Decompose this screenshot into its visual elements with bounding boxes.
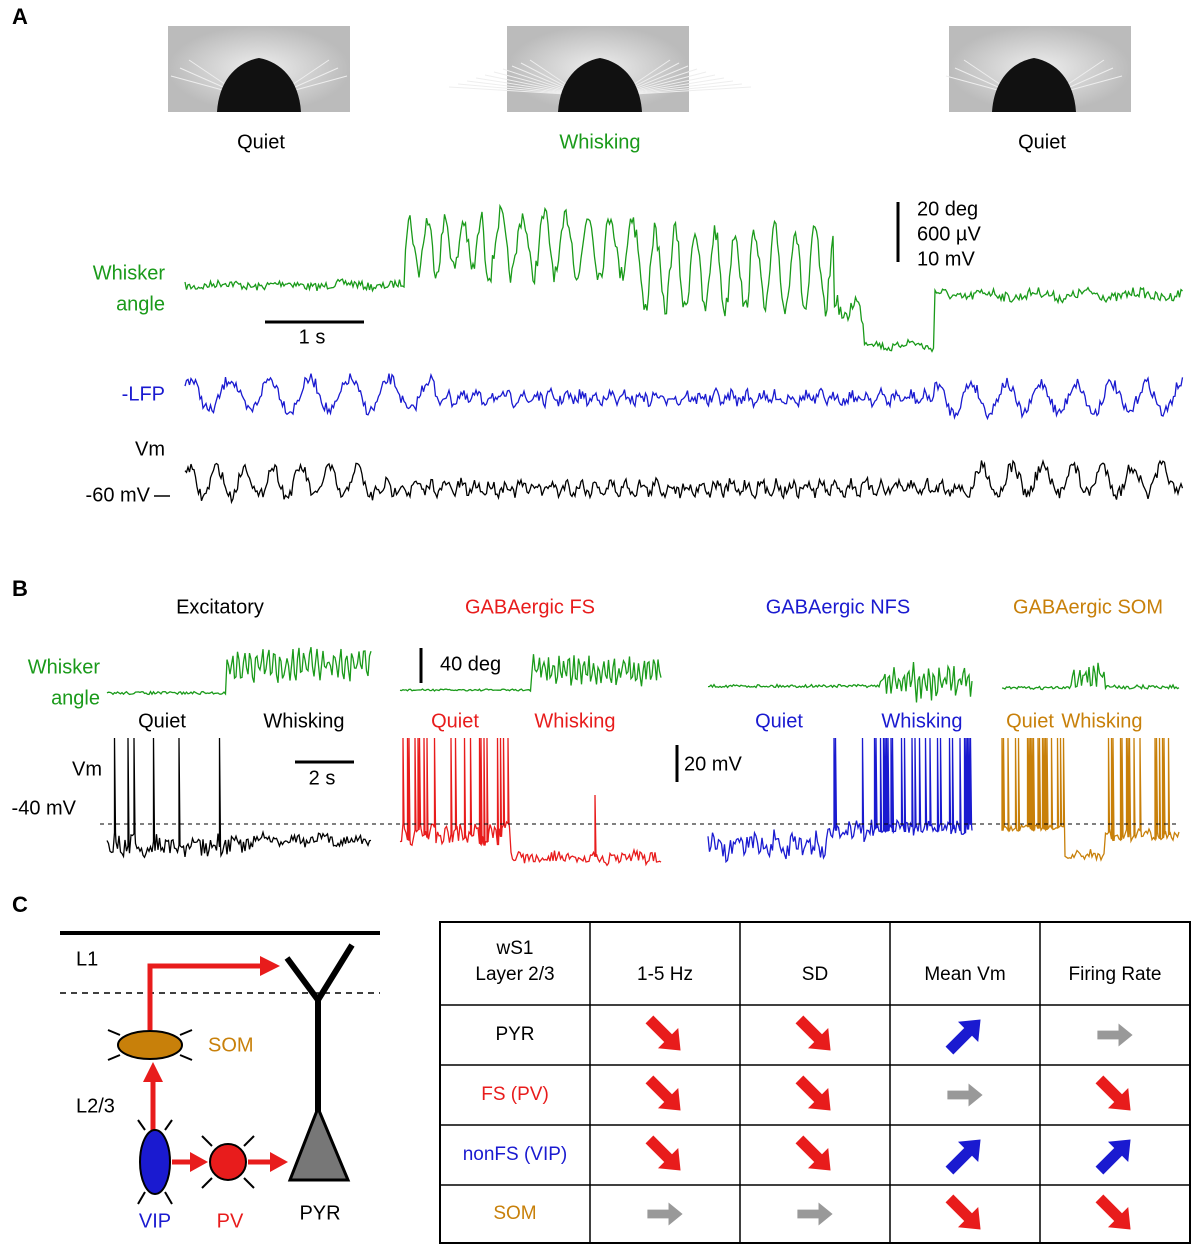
whisker [617,83,743,96]
row-label: FS (PV) [481,1084,549,1105]
circuit-diagram [60,931,380,1205]
table-header: Firing Rate [1069,964,1162,985]
trace-label: angle [51,687,100,709]
arrow [647,1202,683,1226]
table-border [439,921,1191,1244]
state-label: Quiet [431,710,479,732]
arrow [797,1202,833,1226]
arrow [1095,1139,1131,1175]
trace [184,459,1184,505]
trace [1001,662,1180,691]
cell-title: Excitatory [176,596,264,618]
table: wS1 Layer 2/3 1-5 Hz SD Mean Vm Firing Rate PY… [439,921,1191,1244]
state-label: Whisking [1061,710,1142,732]
cell-label: PV [217,1210,244,1232]
arrow [947,1083,983,1107]
state-label: Whisking [881,710,962,732]
panel-label: B [12,576,28,601]
table-header: SD [802,964,828,985]
trace [106,647,372,696]
state-label: Quiet [138,710,186,732]
layer-label: L2/3 [76,1095,115,1117]
row-label: SOM [493,1203,536,1224]
table-header: Mean Vm [924,964,1005,985]
table-header: Layer 2/3 [475,964,554,985]
scale-label: 1 s [299,326,326,348]
arrow [795,1015,831,1051]
baseline-label: -60 mV [86,484,151,506]
arrow [1095,1075,1131,1111]
state-label: Quiet [1018,131,1066,153]
cell-label: VIP [139,1210,171,1232]
scale-label: 40 deg [440,653,501,675]
state-label: Whisking [534,710,615,732]
arrow [945,1194,981,1230]
trace-label: -LFP [122,383,165,405]
trace [707,661,973,703]
cell-title: GABAergic NFS [766,596,910,618]
mouse-images [168,26,1131,112]
state-label: Quiet [1006,710,1054,732]
trace-label: angle [116,293,165,315]
scale-label: 20 deg [917,198,978,220]
trace [399,737,662,867]
layer-label: L1 [76,948,98,970]
state-label: Whisking [559,131,640,153]
trace [1001,737,1180,862]
arrow [795,1135,831,1171]
trace [184,372,1184,421]
cell-label: PYR [299,1202,340,1224]
scale-label: 10 mV [917,248,975,270]
trace [184,203,1183,353]
arrow [645,1075,681,1111]
trace-label: Whisker [28,656,101,678]
arrow [1095,1194,1131,1230]
trace-label: Vm [72,758,102,780]
trace [106,737,372,859]
state-label: Quiet [237,131,285,153]
table-header: wS1 [496,938,534,959]
state-label: Quiet [755,710,803,732]
scale-label: 600 µV [917,223,981,245]
trace-label: Vm [135,438,165,460]
whisker [457,83,583,96]
head [217,58,301,112]
cell-title: GABAergic FS [465,596,595,618]
panel-label: C [12,892,28,917]
cell-label: SOM [208,1034,254,1056]
panel-label: A [12,4,28,29]
arrow [945,1139,981,1175]
level-label: -40 mV [12,797,77,819]
traces [100,203,1184,867]
arrow [945,1019,981,1055]
scale-label: 2 s [309,767,336,789]
trace-label: Whisker [93,262,166,284]
state-label: Whisking [263,710,344,732]
table-header: 1-5 Hz [637,964,693,985]
whisker [448,86,583,96]
trace [707,737,973,864]
arrow [795,1075,831,1111]
row-label: nonFS (VIP) [463,1144,568,1165]
whisker [617,86,752,96]
cell-title: GABAergic SOM [1013,596,1163,618]
scale-label: 20 mV [684,753,742,775]
arrow [1097,1023,1133,1047]
head [558,58,642,112]
head [992,58,1076,112]
arrow [645,1135,681,1171]
trace [399,654,662,693]
arrow [645,1015,681,1051]
row-label: PYR [495,1024,534,1045]
